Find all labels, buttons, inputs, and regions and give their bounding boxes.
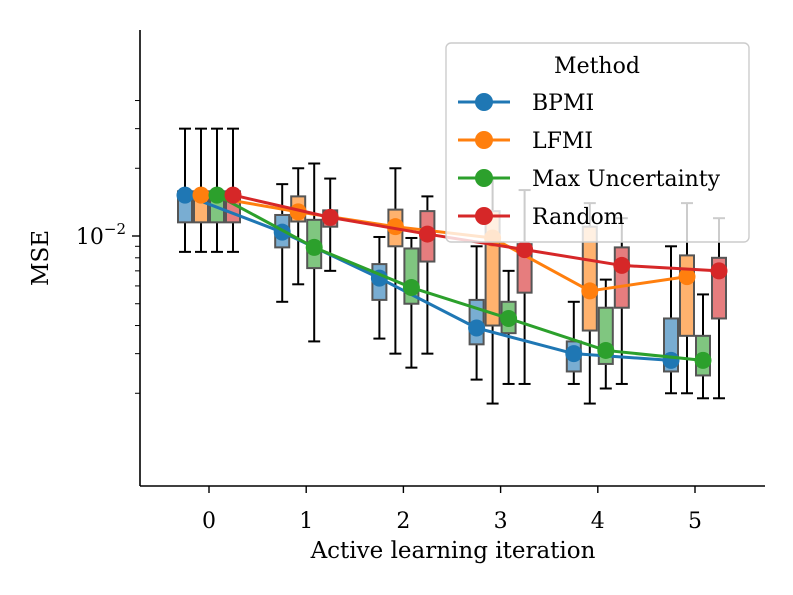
x-tick-label: 4 — [591, 509, 605, 534]
max-uncertainty-median-point — [402, 279, 420, 297]
lfmi-median-point — [581, 282, 599, 300]
random-median-point — [710, 262, 728, 280]
legend-label-bpmi: BPMI — [532, 91, 594, 116]
y-tick-label-base: 10 — [76, 225, 104, 250]
random-box-4 — [613, 217, 630, 385]
bpmi-median-point — [565, 345, 583, 363]
lfmi-box-2 — [387, 167, 404, 355]
max-uncertainty-median-line — [216, 193, 704, 362]
x-ticks: 0 1 2 3 4 5 — [202, 486, 702, 534]
legend: Method BPMI LFMI Max Uncertainty Random — [445, 42, 750, 243]
x-axis-label: Active learning iteration — [310, 538, 596, 564]
max-uncertainty-median-point — [694, 351, 712, 369]
max-uncertainty-median-point — [597, 341, 615, 359]
random-box-5 — [711, 217, 727, 400]
random-median-point — [516, 241, 534, 259]
max-uncertainty-box-3 — [500, 269, 517, 385]
legend-marker-lfmi — [475, 131, 493, 149]
lfmi-median-point — [192, 186, 210, 204]
x-tick-label: 0 — [202, 509, 216, 534]
bpmi-median-point — [468, 319, 486, 337]
random-median-point — [418, 225, 436, 243]
legend-marker-max-uncertainty — [475, 169, 493, 187]
random-median-point — [613, 256, 631, 274]
random-median-point — [224, 186, 242, 204]
legend-entry-max-uncertainty: Max Uncertainty — [458, 167, 721, 192]
legend-label-random: Random — [532, 205, 625, 230]
max-uncertainty-median-point — [305, 238, 323, 256]
legend-entry-lfmi: LFMI — [458, 129, 593, 154]
bpmi-median-point — [662, 351, 680, 369]
max-uncertainty-box-5 — [695, 293, 711, 400]
max-uncertainty-median-point — [208, 186, 226, 204]
lfmi-median-point — [678, 268, 696, 286]
legend-label-max-uncertainty: Max Uncertainty — [532, 167, 721, 192]
bpmi-box-3 — [468, 245, 485, 381]
bpmi-median-line — [184, 193, 672, 362]
bpmi-median-point — [176, 186, 194, 204]
legend-title: Method — [554, 54, 640, 79]
random-iqr-box — [613, 246, 630, 309]
legend-entry-random: Random — [458, 205, 625, 230]
x-tick-label: 3 — [494, 509, 508, 534]
max-uncertainty-median-point — [500, 309, 518, 327]
random-box-2 — [419, 195, 436, 355]
lfmi-median-line — [200, 193, 688, 293]
legend-marker-bpmi — [475, 93, 493, 111]
legend-label-lfmi: LFMI — [532, 129, 593, 154]
y-ticks: 10−2 — [76, 100, 140, 394]
legend-entry-bpmi: BPMI — [458, 91, 594, 116]
lfmi-median-point — [386, 218, 404, 236]
bpmi-box-2 — [371, 235, 388, 340]
max-uncertainty-box-2 — [403, 236, 420, 369]
random-median-point — [321, 208, 339, 226]
bpmi-box-1 — [274, 183, 291, 303]
x-tick-label: 5 — [688, 509, 702, 534]
x-tick-label: 1 — [299, 509, 313, 534]
y-axis-label: MSE — [28, 230, 54, 286]
lfmi-box-1 — [290, 167, 307, 286]
max-uncertainty-box-4 — [597, 278, 614, 390]
median-line-layer — [176, 186, 728, 369]
legend-marker-random — [475, 207, 493, 225]
x-tick-label: 2 — [396, 509, 410, 534]
y-tick-label-exponent: −2 — [104, 220, 126, 238]
y-tick-label: 10−2 — [76, 220, 126, 250]
legend-frame — [445, 42, 750, 243]
